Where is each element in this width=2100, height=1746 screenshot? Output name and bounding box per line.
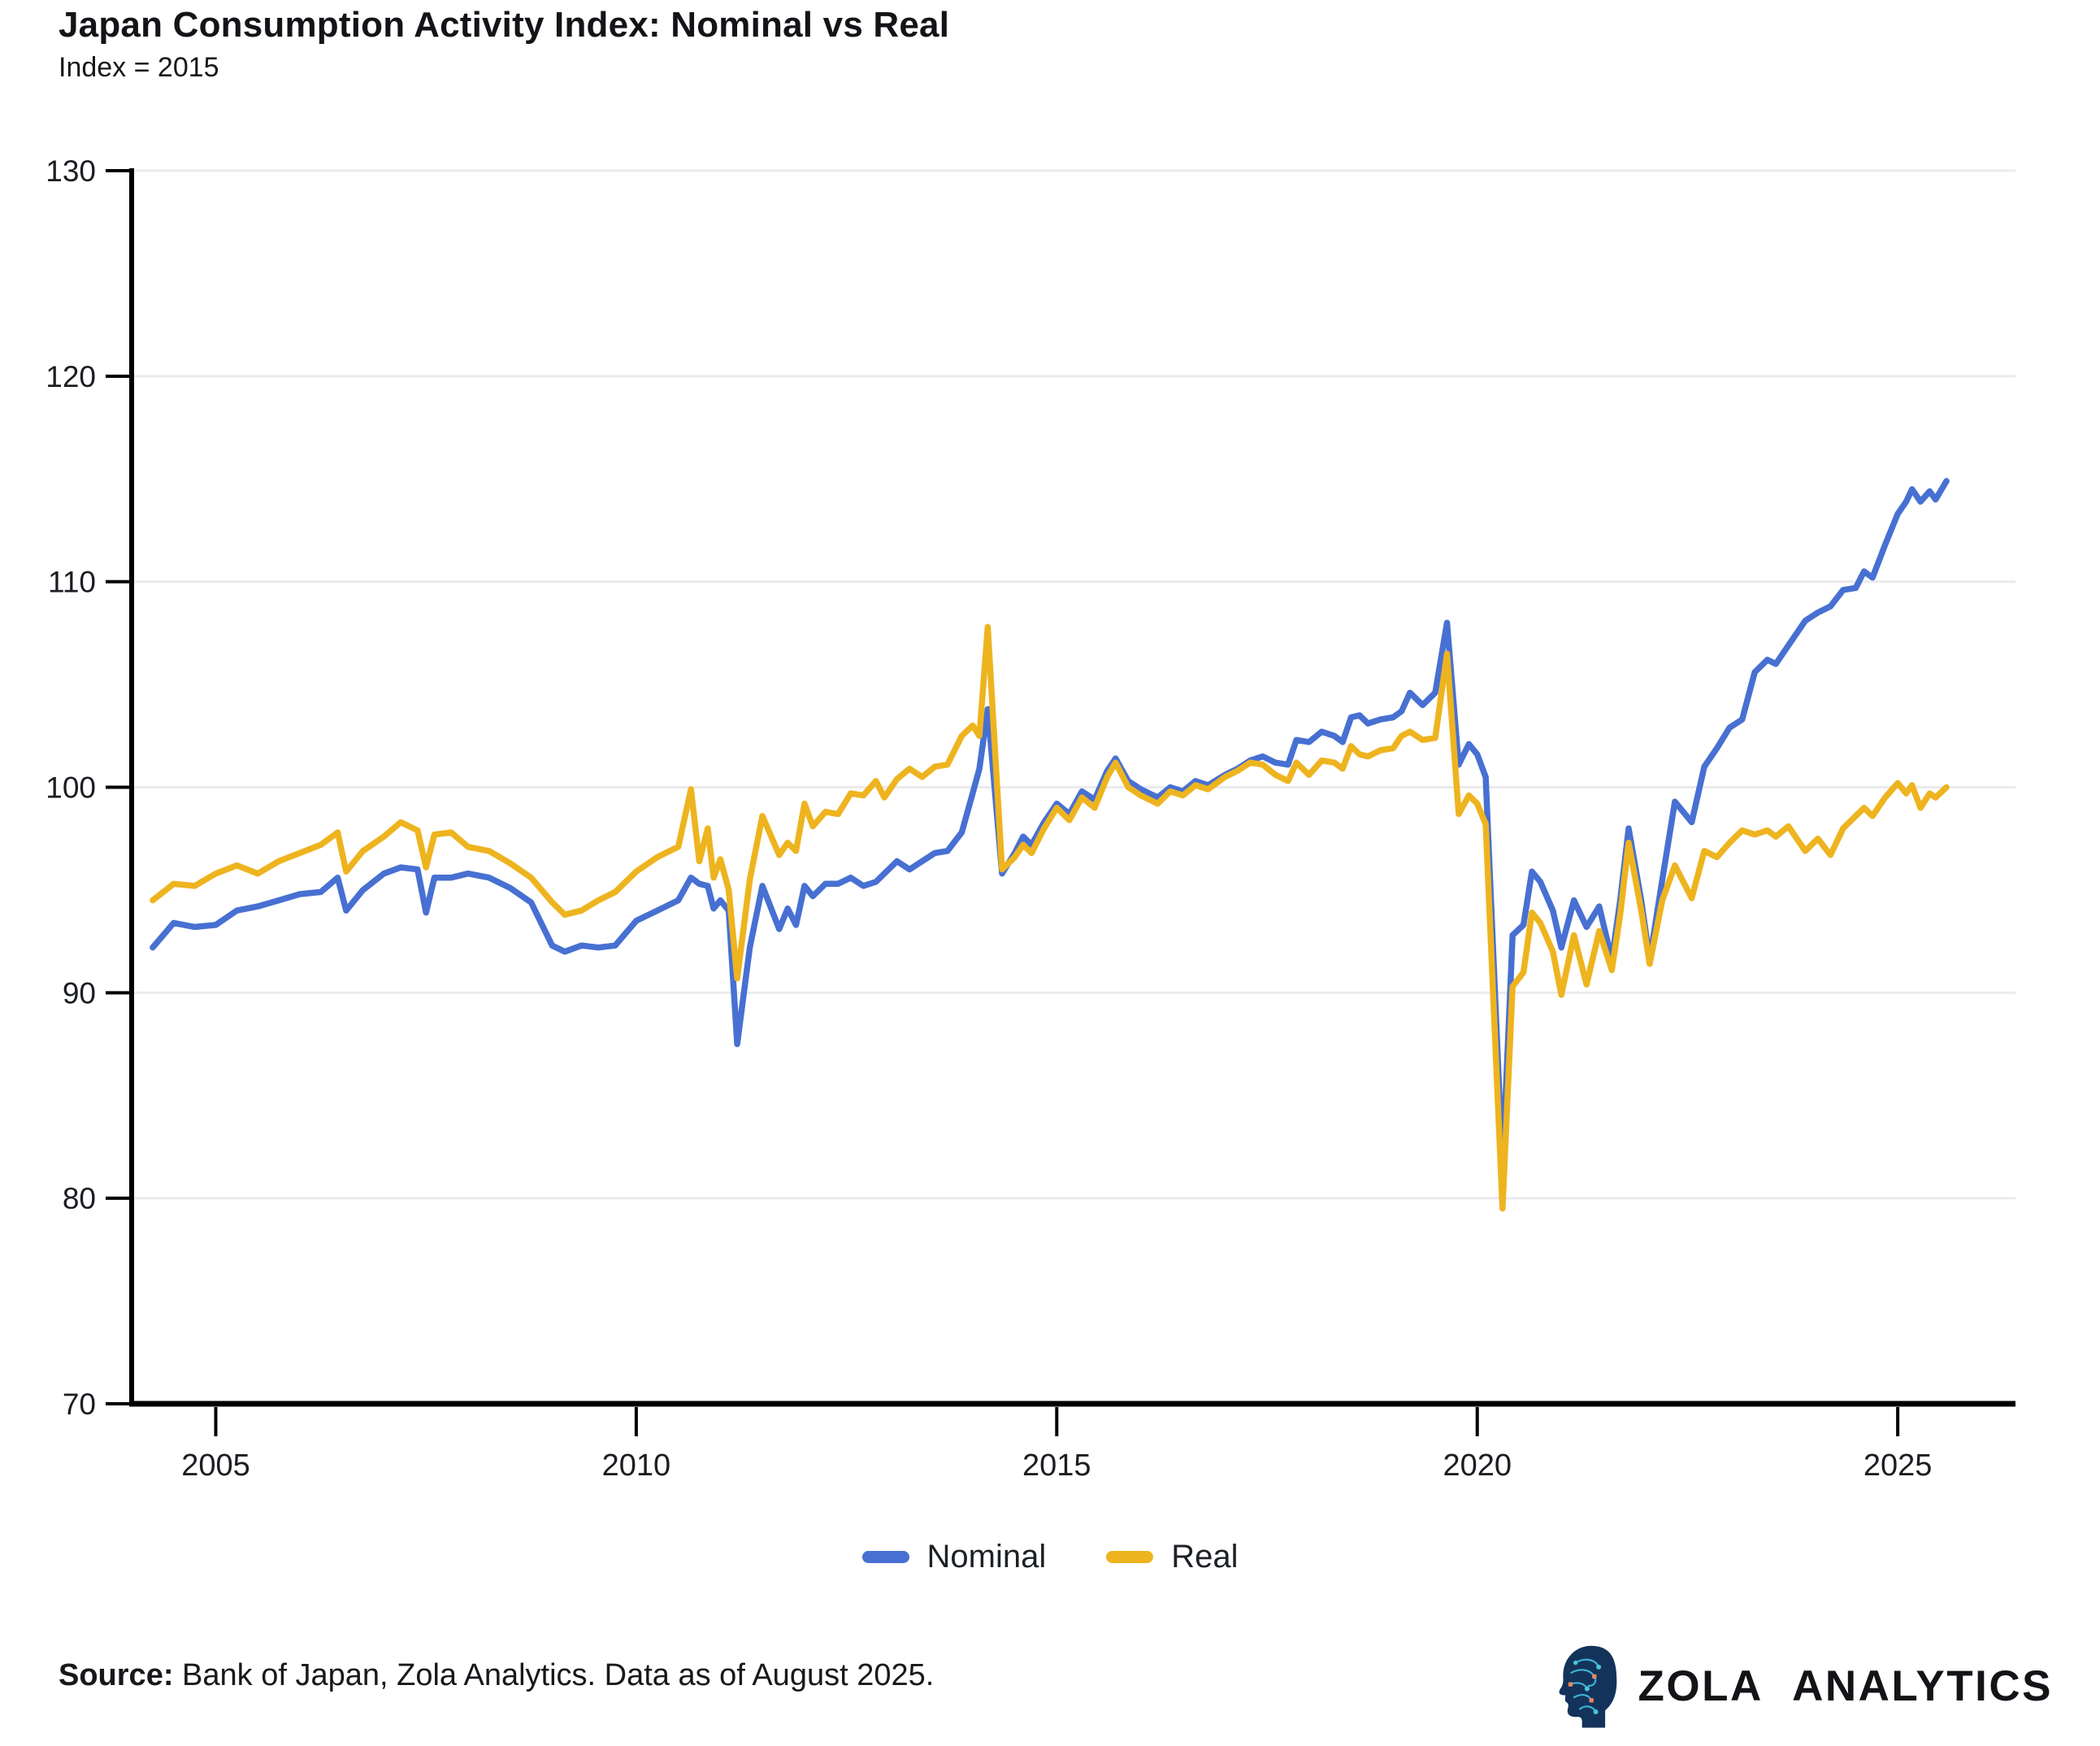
brand-logo: ZOLA ANALYTICS	[1554, 1644, 2053, 1728]
y-tick-label: 90	[63, 976, 96, 1010]
chart-subtitle: Index = 2015	[59, 52, 219, 83]
y-tick-label: 110	[48, 566, 96, 599]
y-tick-label: 80	[63, 1182, 96, 1215]
real-line	[150, 623, 1950, 1212]
circuit-head-icon	[1559, 1645, 1616, 1728]
nominal-line	[150, 478, 1950, 1171]
legend-label-nominal: Nominal	[926, 1539, 1047, 1574]
x-tick-label: 2025	[1864, 1448, 1933, 1483]
legend-label-real: Real	[1171, 1539, 1239, 1574]
y-tick-label: 70	[63, 1388, 96, 1421]
x-tick-label: 2020	[1443, 1448, 1512, 1483]
source-note: Source: Bank of Japan, Zola Analytics. D…	[59, 1658, 934, 1693]
source-label: Source:	[59, 1658, 174, 1692]
real-swatch-icon	[1106, 1551, 1154, 1563]
chart-title: Japan Consumption Activity Index: Nomina…	[59, 5, 950, 45]
y-tick-label: 130	[46, 154, 96, 188]
x-tick-label: 2015	[1022, 1448, 1091, 1483]
nominal-swatch-icon	[861, 1551, 909, 1563]
legend-item-real: Real	[1106, 1539, 1238, 1575]
brand-name: ZOLA ANALYTICS	[1638, 1661, 2053, 1710]
source-text: Bank of Japan, Zola Analytics. Data as o…	[173, 1658, 935, 1692]
chart-legend: Nominal Real	[0, 1539, 2100, 1575]
legend-item-nominal: Nominal	[861, 1539, 1047, 1575]
y-tick-label: 120	[46, 360, 96, 393]
x-tick-label: 2010	[602, 1448, 671, 1483]
x-tick-label: 2005	[181, 1448, 250, 1483]
y-tick-label: 100	[46, 771, 96, 805]
